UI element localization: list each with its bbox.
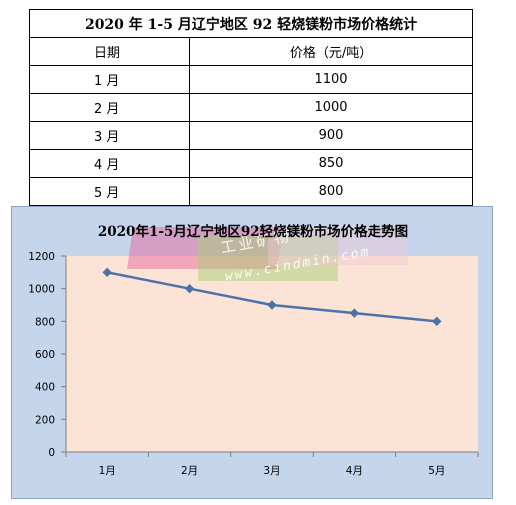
y-tick-label: 1000: [28, 284, 55, 296]
axes: 0 200 400 600 800 1000 1200 1月 2月 3月 4月 5月: [28, 251, 479, 477]
table-row: 2 月 1000: [29, 93, 474, 122]
price-table: 2020 年 1-5 月辽宁地区 92 轻烧镁粉市场价格统计 日期 价格（元/吨…: [28, 9, 474, 206]
header-price: 价格（元/吨）: [188, 37, 474, 66]
chart-title: 2020年1-5月辽宁地区92轻烧镁粉市场价格走势图: [97, 224, 409, 240]
y-tick-label: 1200: [28, 251, 55, 263]
data-point: [102, 267, 112, 278]
plot-area: [66, 256, 478, 452]
row-date: 4 月: [29, 149, 190, 178]
y-tick-label: 800: [35, 316, 55, 328]
row-price: 900: [188, 121, 474, 150]
y-tick-label: 400: [35, 382, 55, 394]
x-tick-label: 4月: [346, 465, 363, 477]
table-row: 4 月 850: [29, 149, 474, 178]
table-header-row: 日期 价格（元/吨）: [29, 37, 474, 66]
row-price: 800: [188, 177, 474, 206]
table-title: 2020 年 1-5 月辽宁地区 92 轻烧镁粉市场价格统计: [28, 9, 474, 38]
row-date: 5 月: [29, 177, 190, 206]
row-date: 2 月: [29, 93, 190, 122]
x-tick-label: 3月: [263, 465, 280, 477]
chart-frame: 0 200 400 600 800 1000 1200 1月 2月 3月 4月 5月 工业矿物 www…: [11, 206, 493, 499]
data-point: [349, 308, 360, 318]
row-price: 850: [188, 149, 474, 178]
y-tick-label: 0: [48, 447, 55, 459]
header-date: 日期: [29, 37, 190, 66]
x-tick-label: 5月: [428, 465, 445, 477]
row-price: 1100: [188, 65, 474, 94]
data-point: [432, 316, 442, 327]
row-date: 3 月: [29, 121, 190, 150]
y-tick-label: 600: [35, 349, 55, 361]
table-row: 5 月 800: [29, 177, 474, 206]
x-tick-label: 2月: [181, 465, 198, 477]
table-title-row: 2020 年 1-5 月辽宁地区 92 轻烧镁粉市场价格统计: [28, 9, 474, 38]
data-point: [267, 300, 277, 310]
line-chart: 0 200 400 600 800 1000 1200 1月 2月 3月 4月 5月: [28, 251, 479, 477]
row-date: 1 月: [29, 65, 190, 94]
row-price: 1000: [188, 93, 474, 122]
x-tick-label: 1月: [99, 465, 116, 477]
series-marks: [102, 267, 442, 327]
table-row: 1 月 1100: [29, 65, 474, 94]
y-tick-label: 200: [35, 414, 55, 426]
table-row: 3 月 900: [29, 121, 474, 150]
data-point: [184, 283, 195, 294]
